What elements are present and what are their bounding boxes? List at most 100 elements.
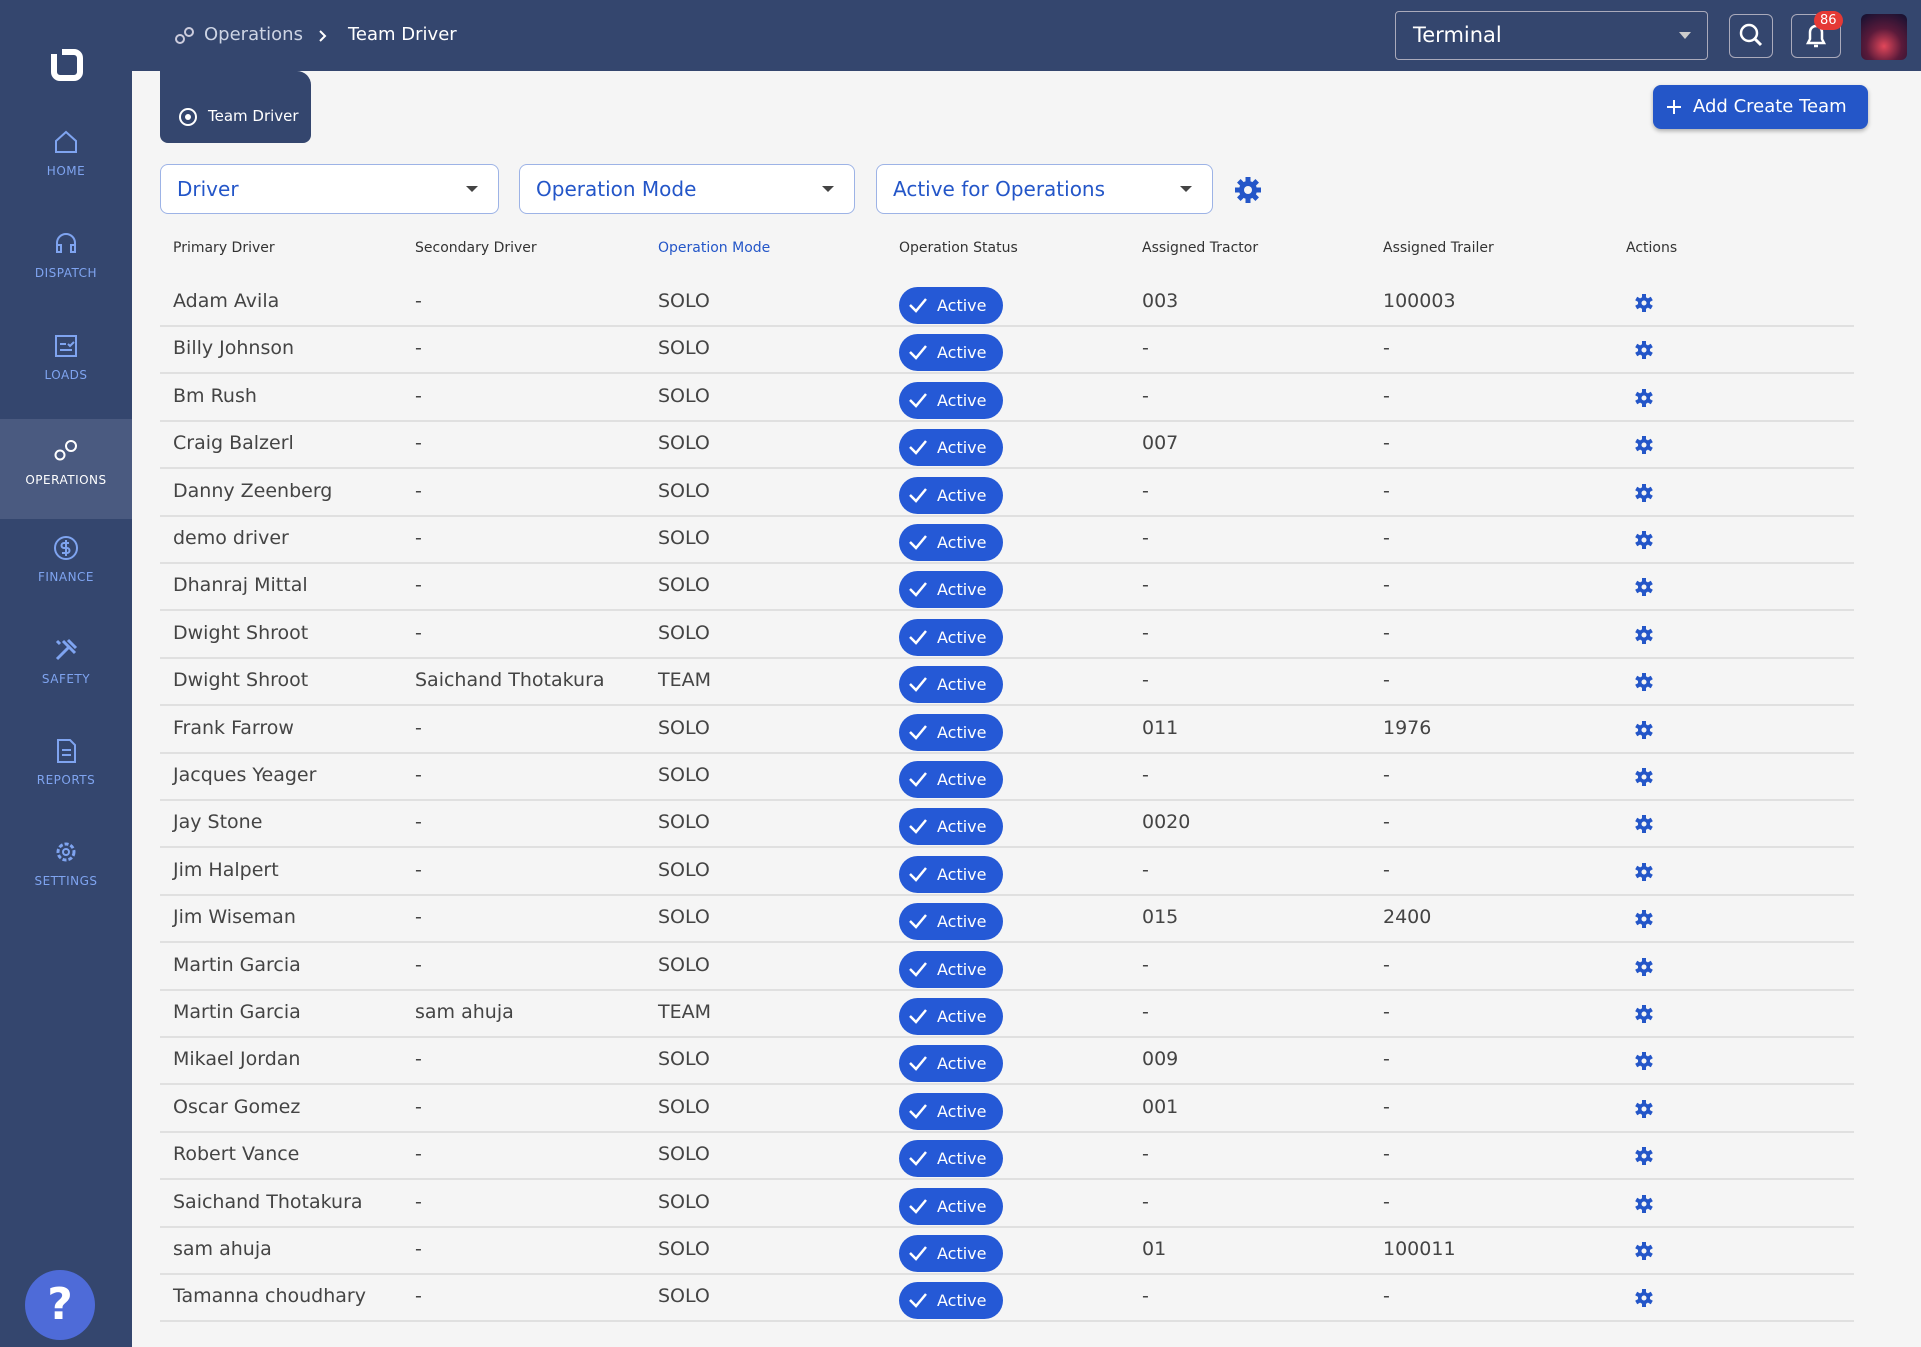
table-cell: Robert Vance (173, 1143, 300, 1166)
table-cell: Jacques Yeager (173, 764, 317, 786)
table-cell: - (1142, 527, 1149, 549)
table-cell: SOLO (658, 764, 710, 786)
row-action[interactable] (1634, 1288, 1654, 1308)
row-action[interactable] (1634, 767, 1654, 787)
status-pill: Active (899, 334, 1003, 372)
table-cell: - (1383, 1001, 1390, 1023)
status-pill: Active (899, 1235, 1003, 1272)
status-pill: Active (899, 1140, 1003, 1178)
status-label: Active (937, 438, 987, 458)
column-header[interactable]: Assigned Trailer (1383, 240, 1494, 256)
row-divider (160, 656, 1854, 659)
table-cell: - (1383, 1190, 1390, 1213)
row-action[interactable] (1634, 1004, 1654, 1024)
table-cell: Billy Johnson (173, 337, 295, 360)
row-action[interactable] (1634, 1241, 1654, 1261)
nav-label: OPERATIONS (25, 473, 107, 487)
status-pill: Active (899, 855, 1003, 893)
table-cell: - (1142, 1001, 1149, 1023)
table-cell: Saichand Thotakura (415, 669, 605, 692)
table-cell: - (1142, 953, 1149, 976)
nav-item[interactable]: LOADS (0, 314, 132, 414)
add-team-label: Add Create Team (1693, 96, 1847, 117)
help-button[interactable]: ? (25, 1270, 95, 1340)
status-pill: Active (899, 1187, 1003, 1225)
nav-item[interactable]: DISPATCH (0, 212, 132, 312)
row-divider (160, 799, 1854, 801)
row-action[interactable] (1634, 483, 1654, 503)
terminal-select[interactable]: Terminal (1395, 11, 1708, 60)
row-action[interactable] (1634, 814, 1654, 834)
table-cell: SOLO (658, 1285, 710, 1308)
table-cell: - (415, 1238, 422, 1260)
breadcrumb-current: Team Driver (348, 24, 457, 45)
status-label: Active (937, 959, 987, 979)
row-action[interactable] (1634, 862, 1654, 882)
status-label: Active (937, 1101, 987, 1121)
row-divider (160, 1130, 1854, 1133)
row-action[interactable] (1634, 1194, 1654, 1214)
nav-label: DISPATCH (34, 266, 98, 280)
table-cell: 100003 (1383, 290, 1456, 312)
row-divider (160, 751, 1854, 754)
table-cell: - (1383, 1285, 1390, 1308)
row-action[interactable] (1634, 720, 1654, 740)
nav-item[interactable]: SAFETY (0, 618, 132, 718)
row-divider (160, 419, 1854, 422)
row-action[interactable] (1634, 388, 1654, 408)
tab-team-driver[interactable]: Team Driver (160, 71, 311, 143)
search-button[interactable] (1729, 14, 1773, 58)
filter-select[interactable]: Operation Mode (519, 164, 855, 214)
column-header[interactable]: Operation Status (899, 240, 1018, 256)
nav-item[interactable]: HOME (0, 110, 132, 210)
row-action[interactable] (1634, 957, 1654, 977)
row-action[interactable] (1634, 909, 1654, 929)
status-label: Active (937, 533, 987, 552)
filter-select[interactable]: Active for Operations (876, 164, 1213, 214)
row-divider (160, 893, 1854, 896)
nav-label: HOME (46, 164, 86, 178)
status-label: Active (937, 485, 987, 505)
status-pill: Active (899, 571, 1003, 609)
column-header[interactable]: Assigned Tractor (1142, 240, 1259, 256)
notifications-button[interactable]: 86 (1791, 11, 1843, 58)
nav-item[interactable]: SETTINGS (0, 820, 132, 920)
table-cell: SOLO (658, 337, 710, 360)
column-header[interactable]: Primary Driver (173, 240, 275, 256)
top-bar: Operations Team Driver Terminal 86 (132, 0, 1921, 71)
row-action[interactable] (1634, 435, 1654, 455)
table-cell: - (415, 1095, 422, 1118)
status-pill: Active (899, 476, 1003, 514)
filter-select[interactable]: Driver (160, 164, 499, 214)
table-cell: Mikael Jordan (173, 1048, 301, 1071)
nav-item[interactable]: OPERATIONS (0, 419, 132, 519)
row-action[interactable] (1634, 625, 1654, 645)
table-cell: - (1383, 527, 1390, 549)
row-action[interactable] (1634, 1146, 1654, 1166)
table-cell: SOLO (658, 811, 710, 834)
avatar[interactable] (1861, 14, 1907, 60)
row-action[interactable] (1634, 530, 1654, 550)
row-action[interactable] (1634, 340, 1654, 360)
status-pill: Active (899, 287, 1003, 324)
row-divider (160, 1178, 1854, 1181)
table-cell: - (415, 574, 422, 597)
table-cell: - (415, 811, 422, 834)
status-label: Active (937, 1291, 987, 1311)
row-action[interactable] (1634, 293, 1654, 313)
status-label: Active (937, 1244, 987, 1263)
row-action[interactable] (1634, 672, 1654, 692)
row-action[interactable] (1634, 1051, 1654, 1071)
row-divider (160, 372, 1854, 375)
table-cell: - (415, 432, 422, 455)
nav-item[interactable]: FINANCE (0, 516, 132, 616)
add-team-button[interactable]: Add Create Team (1653, 85, 1868, 129)
settings-gear[interactable] (1234, 176, 1262, 204)
row-action[interactable] (1634, 577, 1654, 597)
nav-item[interactable]: REPORTS (0, 719, 132, 819)
column-header[interactable]: Operation Mode (658, 240, 771, 256)
breadcrumb-parent[interactable]: Operations (204, 24, 303, 45)
status-label: Active (937, 343, 987, 363)
column-header[interactable]: Secondary Driver (415, 240, 537, 256)
row-action[interactable] (1634, 1099, 1654, 1119)
